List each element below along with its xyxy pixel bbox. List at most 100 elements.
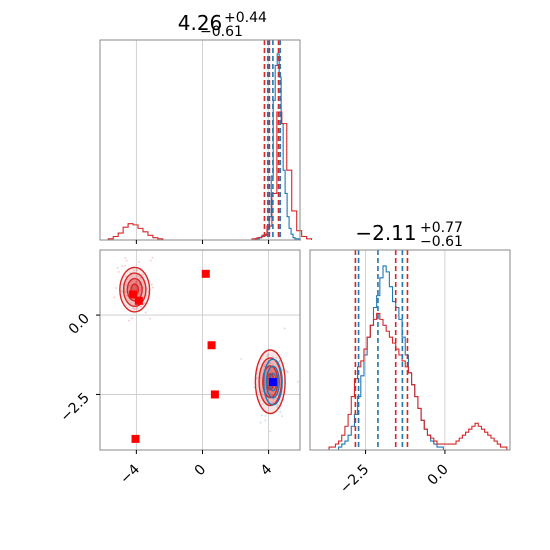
blue-cluster-sample-77 bbox=[260, 414, 263, 417]
red-marker-1 bbox=[134, 296, 143, 305]
title-p1-sup: +0.77 bbox=[420, 220, 463, 236]
red-cluster-a-sample-37 bbox=[149, 259, 152, 262]
blue-cluster-sample-58 bbox=[259, 421, 262, 424]
blue-cluster-sample-42 bbox=[269, 430, 272, 433]
scatter-panel-p0-p1 bbox=[96, 249, 301, 454]
red-cluster-a-sample-39 bbox=[124, 275, 127, 278]
tick-label-p1-y-0: −2.5 bbox=[57, 390, 92, 425]
tick-label-p1-x-1: 0.0 bbox=[425, 462, 452, 489]
red-cluster-a-sample-33 bbox=[141, 273, 144, 276]
red-cluster-a-sample-30 bbox=[144, 311, 147, 314]
red-cluster-a-sample-42 bbox=[145, 294, 148, 297]
blue-cluster-sample-65 bbox=[272, 356, 274, 358]
blue-cluster-sample-33 bbox=[264, 415, 267, 417]
red-cluster-a-sample-25 bbox=[139, 289, 141, 292]
red-cluster-a-sample-5 bbox=[150, 283, 153, 286]
red-cluster-a-sample-16 bbox=[140, 305, 143, 308]
title-p1-sub: −0.61 bbox=[420, 234, 463, 250]
red-cluster-a-sample-41 bbox=[125, 291, 127, 294]
red-marker-5 bbox=[131, 434, 140, 443]
blue-cluster-sample-12 bbox=[266, 355, 269, 358]
red-cluster-a-sample-29 bbox=[139, 283, 141, 286]
tick-label-p0-1: 0 bbox=[192, 462, 210, 480]
blue-marker-0 bbox=[268, 378, 277, 387]
blue-cluster-sample-21 bbox=[240, 357, 243, 360]
blue-cluster-sample-49 bbox=[264, 419, 267, 422]
red-cluster-a-sample-17 bbox=[135, 281, 137, 284]
red-cluster-a-sample-27 bbox=[139, 276, 142, 279]
frame-scatter bbox=[99, 249, 301, 451]
red-cluster-a-sample-14 bbox=[113, 296, 116, 299]
red-cluster-a-sample-35 bbox=[132, 269, 135, 272]
blue-cluster-sample-26 bbox=[264, 364, 267, 367]
hist-p0-blue bbox=[245, 53, 301, 241]
red-cluster-a-sample-23 bbox=[124, 257, 127, 259]
blue-cluster-sample-74 bbox=[279, 410, 282, 413]
red-cluster-a-sample-48 bbox=[117, 270, 120, 273]
red-cluster-a-sample-8 bbox=[151, 286, 154, 289]
blue-cluster-sample-5 bbox=[269, 362, 272, 365]
blue-cluster-sample-72 bbox=[263, 365, 266, 368]
blue-cluster-sample-25 bbox=[272, 364, 274, 367]
blue-cluster-sample-54 bbox=[287, 371, 289, 374]
blue-cluster-sample-76 bbox=[281, 415, 283, 418]
blue-cluster-sample-0 bbox=[269, 370, 272, 373]
blue-cluster-contour-1 bbox=[265, 365, 280, 399]
blue-cluster-sample-78 bbox=[276, 406, 279, 408]
title-p0: 4.26 bbox=[178, 11, 223, 35]
red-marker-3 bbox=[207, 341, 216, 350]
red-cluster-a-sample-50 bbox=[116, 267, 119, 269]
red-cluster-a-sample-52 bbox=[124, 290, 126, 293]
blue-cluster-sample-11 bbox=[271, 401, 274, 404]
blue-cluster-sample-3 bbox=[275, 356, 278, 359]
red-cluster-a-sample-51 bbox=[131, 317, 133, 320]
tick-label-p1-y-1: 0.0 bbox=[66, 311, 93, 338]
blue-cluster-sample-14 bbox=[278, 360, 281, 363]
blue-cluster-sample-29 bbox=[272, 398, 275, 401]
blue-cluster-sample-8 bbox=[261, 390, 264, 393]
tick-label-p1-x-0: −2.5 bbox=[337, 462, 372, 497]
title-p0-sup: +0.44 bbox=[224, 10, 267, 26]
red-cluster-a-sample-2 bbox=[125, 284, 128, 287]
hist-p1-blue bbox=[310, 265, 510, 451]
red-cluster-a-sample-21 bbox=[120, 289, 123, 292]
tick-label-p0-2: 4 bbox=[258, 461, 276, 479]
red-cluster-a-sample-32 bbox=[138, 261, 140, 264]
red-cluster-a-sample-54 bbox=[136, 307, 139, 309]
red-marker-0 bbox=[129, 290, 138, 299]
frame-right bbox=[309, 249, 511, 451]
red-marker-4 bbox=[210, 390, 219, 399]
red-cluster-a-sample-18 bbox=[135, 280, 138, 283]
red-cluster-a-sample-1 bbox=[121, 265, 124, 267]
hist-p1-red bbox=[310, 312, 510, 451]
red-cluster-a-sample-6 bbox=[115, 287, 117, 289]
tick-label-p0-0: −4 bbox=[117, 461, 143, 487]
blue-cluster-sample-51 bbox=[296, 380, 299, 383]
blue-cluster-sample-34 bbox=[276, 404, 279, 406]
blue-cluster-sample-24 bbox=[286, 370, 289, 373]
title-p0-sub: −0.61 bbox=[200, 24, 243, 40]
blue-cluster-sample-56 bbox=[283, 327, 286, 330]
blue-cluster-sample-13 bbox=[281, 368, 284, 371]
red-cluster-a-sample-59 bbox=[135, 269, 138, 272]
blue-cluster-contour-0 bbox=[262, 358, 283, 406]
blue-cluster-sample-27 bbox=[267, 353, 269, 356]
red-cluster-a-sample-22 bbox=[148, 317, 151, 320]
hist-panel-p0 bbox=[99, 39, 313, 244]
frame-top bbox=[99, 39, 301, 241]
blue-cluster-sample-55 bbox=[278, 359, 281, 362]
red-cluster-a-sample-12 bbox=[125, 294, 128, 297]
red-cluster-a-sample-56 bbox=[133, 308, 136, 311]
red-cluster-a-sample-40 bbox=[124, 264, 126, 267]
title-p1-main: −2.11 bbox=[355, 221, 416, 245]
red-cluster-a-sample-28 bbox=[151, 256, 154, 259]
red-cluster-a-sample-9 bbox=[128, 284, 131, 287]
red-cluster-a-sample-15 bbox=[132, 307, 135, 310]
red-cluster-a-sample-10 bbox=[125, 259, 128, 262]
title-p1: −2.11 bbox=[355, 221, 416, 245]
red-cluster-a-sample-38 bbox=[127, 319, 130, 322]
hist-panel-p1 bbox=[309, 249, 511, 454]
red-marker-2 bbox=[201, 269, 210, 278]
blue-cluster-sample-38 bbox=[256, 377, 258, 380]
